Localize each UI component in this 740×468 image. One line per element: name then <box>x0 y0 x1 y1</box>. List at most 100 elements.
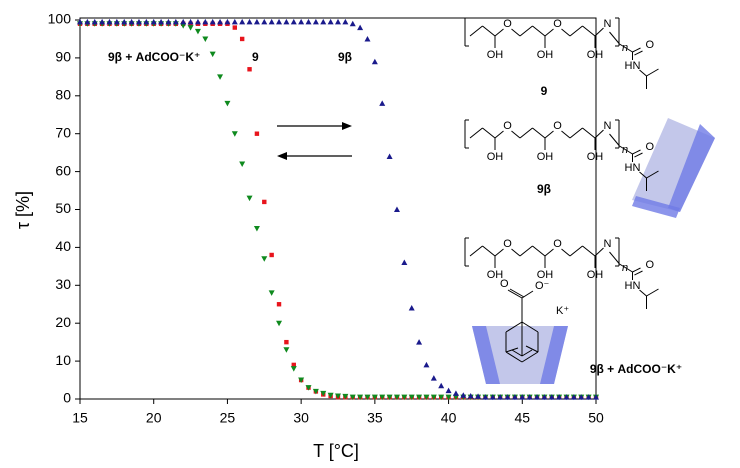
bond <box>582 127 596 139</box>
marker <box>430 394 437 401</box>
atom: O <box>553 120 562 132</box>
marker <box>172 18 179 25</box>
marker <box>519 394 526 400</box>
marker <box>327 392 334 399</box>
bond <box>521 349 533 357</box>
marker <box>357 24 364 31</box>
marker <box>231 131 238 137</box>
marker <box>217 18 224 25</box>
arrows <box>277 122 352 160</box>
marker <box>276 18 283 25</box>
marker <box>202 36 209 42</box>
marker <box>143 18 150 25</box>
marker <box>401 259 408 266</box>
marker <box>165 18 172 25</box>
x-tick-label: 35 <box>367 410 383 426</box>
marker <box>430 375 437 381</box>
marker <box>585 394 592 400</box>
y-tick-label: 50 <box>55 200 71 216</box>
bond <box>609 31 620 45</box>
bond <box>639 171 647 179</box>
marker <box>408 394 415 401</box>
atom: OH <box>537 151 554 163</box>
marker <box>261 18 268 25</box>
marker <box>305 385 312 391</box>
bond <box>469 127 483 139</box>
bond <box>519 127 533 139</box>
marker <box>320 390 327 397</box>
marker <box>246 195 253 202</box>
marker <box>254 131 260 136</box>
marker <box>541 394 548 400</box>
bond <box>511 28 521 37</box>
marker <box>548 394 555 400</box>
marker <box>187 18 194 25</box>
bond <box>509 288 525 298</box>
marker <box>269 252 274 258</box>
marker <box>135 18 142 25</box>
marker <box>342 393 349 400</box>
structure-label: 9 <box>541 84 548 98</box>
bond <box>519 245 533 257</box>
marker <box>445 387 452 394</box>
bond <box>521 351 539 363</box>
bond <box>521 290 534 299</box>
bond <box>532 245 546 257</box>
marker <box>158 18 165 25</box>
marker <box>290 18 297 25</box>
x-tick-label: 25 <box>220 410 236 426</box>
annotation: 9β <box>338 50 352 64</box>
marker <box>246 18 253 25</box>
marker <box>224 18 231 25</box>
atom: OH <box>587 269 604 281</box>
marker <box>386 394 393 401</box>
marker <box>262 199 267 205</box>
atom: O <box>503 18 512 30</box>
marker <box>253 225 260 232</box>
bond <box>482 127 496 139</box>
atom: O <box>503 120 512 132</box>
x-tick-label: 15 <box>72 410 88 426</box>
atom: O <box>646 39 655 51</box>
marker <box>312 388 319 395</box>
marker <box>371 394 378 401</box>
marker <box>423 361 430 368</box>
marker <box>452 390 459 396</box>
marker <box>504 394 511 400</box>
marker <box>349 394 356 401</box>
marker <box>180 18 187 25</box>
marker <box>247 67 252 72</box>
atom: N <box>604 120 612 132</box>
marker <box>482 394 489 400</box>
bond <box>544 28 554 37</box>
marker <box>327 18 334 25</box>
annotation: 9 <box>252 50 259 64</box>
marker <box>335 18 341 25</box>
bond <box>634 152 643 158</box>
marker <box>416 339 423 345</box>
marker <box>475 393 482 399</box>
marker <box>593 394 599 400</box>
marker <box>239 36 245 42</box>
marker <box>194 28 201 35</box>
bond <box>519 25 533 37</box>
atom: O <box>500 278 509 290</box>
marker <box>460 392 467 398</box>
marker <box>423 394 430 401</box>
bond <box>505 321 523 333</box>
marker <box>401 394 408 401</box>
bond <box>632 267 641 273</box>
atom: OH <box>487 49 504 61</box>
marker <box>379 100 386 106</box>
atom: O <box>503 238 512 250</box>
bond <box>532 127 546 139</box>
atom: OH <box>587 49 604 61</box>
marker <box>283 347 290 353</box>
bond <box>494 248 504 257</box>
bond <box>511 248 521 257</box>
bond <box>505 351 523 363</box>
bond <box>561 130 571 139</box>
bond <box>632 47 641 53</box>
bond <box>632 149 641 155</box>
atom: OH <box>537 269 554 281</box>
